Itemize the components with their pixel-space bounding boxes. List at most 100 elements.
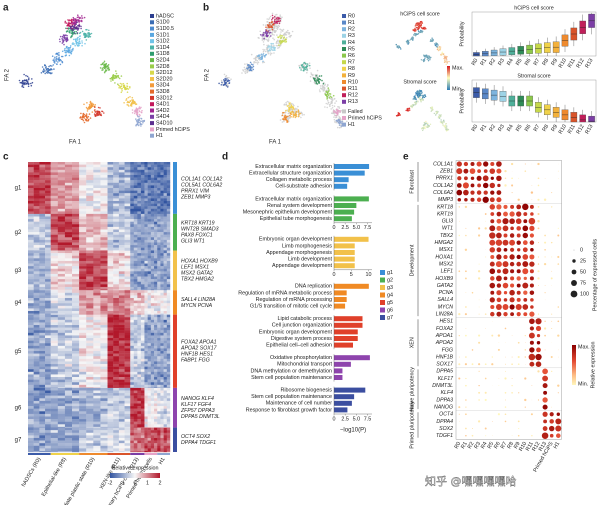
- heatmap-cell: [57, 276, 66, 280]
- heatmap-cell: [79, 245, 87, 248]
- cell-point: [271, 17, 274, 20]
- cell-point: [23, 79, 26, 81]
- cell-point: [335, 112, 338, 114]
- cell-point: [250, 53, 253, 56]
- cell-point: [119, 87, 122, 89]
- heatmap-cell: [133, 234, 138, 238]
- cell-point: [271, 31, 274, 34]
- heatmap-cell: [150, 279, 155, 282]
- cell-point: [330, 102, 333, 104]
- cell-point: [21, 80, 24, 83]
- heatmap-cell: [57, 327, 66, 331]
- cell-point: [250, 63, 253, 65]
- heatmap-cell: [150, 253, 155, 256]
- heatmap-cell: [166, 260, 171, 264]
- heatmap-cell: [118, 193, 125, 196]
- heatmap-cell: [57, 198, 66, 202]
- heatmap-cell: [33, 351, 40, 354]
- cell-point: [125, 98, 128, 100]
- x-tick-label: R10: [558, 58, 568, 70]
- heatmap-cell: [28, 286, 34, 290]
- heatmap-cell: [150, 247, 155, 251]
- heatmap-cell: [79, 364, 87, 367]
- heatmap-cell: [150, 258, 155, 262]
- heatmap-cell: [79, 343, 87, 347]
- heatmap-cell: [50, 190, 59, 194]
- heatmap-cell: [28, 208, 34, 212]
- heatmap-cell: [118, 213, 125, 217]
- heatmap-cell: [79, 322, 87, 326]
- cell-point: [241, 72, 243, 74]
- cell-point: [86, 34, 89, 36]
- heatmap-cell: [166, 177, 171, 181]
- heatmap-cell: [137, 290, 142, 294]
- heatmap-cell: [133, 308, 138, 312]
- heatmap-cell: [64, 221, 73, 225]
- heatmap-cell: [154, 338, 158, 341]
- cell-point: [331, 104, 334, 107]
- heatmap-cell: [100, 180, 108, 183]
- legend-swatch: [342, 99, 346, 104]
- heatmap-cell: [154, 172, 158, 176]
- heatmap-cell: [130, 303, 134, 307]
- legend-label: R5: [348, 46, 355, 52]
- heatmap-cell: [39, 263, 46, 267]
- heatmap-cell: [137, 198, 142, 202]
- heatmap-cell: [39, 203, 46, 207]
- cell-point: [289, 114, 291, 117]
- heatmap-cell: [57, 364, 66, 367]
- heatmap-cell: [124, 298, 131, 301]
- heatmap-cell: [45, 185, 51, 189]
- heatmap-cell: [144, 371, 148, 375]
- legend-swatch: [342, 86, 346, 91]
- cell-point: [109, 77, 112, 80]
- legend-label: S1D4: [156, 45, 170, 51]
- heatmap-cell: [28, 195, 34, 199]
- cell-point: [285, 101, 287, 104]
- heatmap-cell: [147, 273, 152, 277]
- heatmap-cell: [166, 295, 171, 299]
- heatmap-cell: [100, 263, 108, 267]
- heatmap-cell: [160, 335, 164, 339]
- cell-point: [225, 74, 228, 77]
- heatmap-cell: [107, 338, 114, 341]
- heatmap-cell: [157, 327, 161, 331]
- heatmap-cell: [144, 292, 148, 296]
- heatmap-cell: [79, 335, 87, 339]
- heatmap-cell: [57, 201, 66, 204]
- heatmap-cell: [79, 300, 87, 304]
- heatmap-cell: [154, 266, 158, 269]
- heatmap-cell: [28, 319, 34, 323]
- heatmap-cell: [39, 327, 46, 331]
- heatmap-cell: [118, 345, 125, 349]
- heatmap-cell: [86, 298, 94, 301]
- cell-point: [138, 121, 140, 123]
- cell-point: [422, 30, 424, 32]
- heatmap-cell: [130, 263, 134, 267]
- heatmap-cell: [45, 247, 51, 251]
- heatmap-cell: [86, 258, 94, 262]
- heatmap-cell: [39, 239, 46, 243]
- heatmap-cell: [124, 369, 131, 373]
- cell-point: [333, 98, 336, 100]
- heatmap-cell: [157, 273, 161, 277]
- heatmap-cell: [33, 258, 40, 262]
- heatmap-cell: [150, 224, 155, 228]
- heatmap-cell: [57, 237, 66, 241]
- cell-point: [112, 77, 114, 79]
- heatmap-cell: [160, 190, 164, 194]
- heatmap-cell: [64, 260, 73, 264]
- cell-point: [317, 79, 320, 81]
- heatmap-cell: [45, 234, 51, 238]
- heatmap-cell: [107, 327, 114, 331]
- heatmap-cell: [166, 237, 171, 241]
- cell-point: [427, 58, 430, 60]
- cell-point: [323, 89, 325, 92]
- heatmap-cell: [50, 281, 59, 285]
- legend-swatch: [150, 20, 154, 25]
- cell-point: [267, 51, 269, 54]
- x-tick-label: R10: [558, 124, 568, 136]
- legend-label: R10: [348, 79, 358, 85]
- heatmap-cell: [124, 208, 131, 212]
- heatmap-cell: [140, 295, 145, 299]
